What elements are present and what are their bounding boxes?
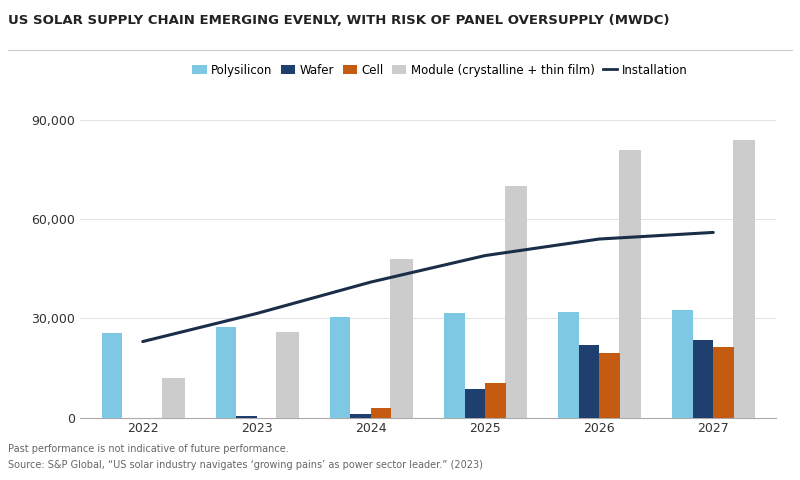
Bar bbox=[714, 347, 734, 418]
Bar bbox=[465, 389, 485, 418]
Bar bbox=[485, 383, 506, 418]
Bar bbox=[599, 353, 620, 418]
Bar bbox=[216, 327, 236, 418]
Text: US SOLAR SUPPLY CHAIN EMERGING EVENLY, WITH RISK OF PANEL OVERSUPPLY (MWDC): US SOLAR SUPPLY CHAIN EMERGING EVENLY, W… bbox=[8, 14, 670, 27]
Text: Source: S&P Global, “US solar industry navigates ‘growing pains’ as power sector: Source: S&P Global, “US solar industry n… bbox=[8, 460, 483, 470]
Bar bbox=[102, 333, 122, 418]
Bar bbox=[236, 416, 257, 418]
Bar bbox=[505, 186, 527, 418]
Bar bbox=[371, 408, 391, 418]
Bar bbox=[350, 414, 371, 418]
Legend: Polysilicon, Wafer, Cell, Module (crystalline + thin film), Installation: Polysilicon, Wafer, Cell, Module (crysta… bbox=[192, 63, 688, 76]
Bar bbox=[330, 317, 350, 418]
Bar bbox=[693, 340, 714, 418]
Bar bbox=[558, 312, 578, 418]
Bar bbox=[390, 259, 413, 418]
Bar bbox=[672, 310, 693, 418]
Bar bbox=[733, 140, 755, 418]
Bar bbox=[276, 332, 299, 418]
Bar bbox=[444, 313, 465, 418]
Bar bbox=[618, 150, 642, 418]
Bar bbox=[162, 378, 185, 418]
Bar bbox=[578, 345, 599, 418]
Text: Past performance is not indicative of future performance.: Past performance is not indicative of fu… bbox=[8, 444, 289, 454]
